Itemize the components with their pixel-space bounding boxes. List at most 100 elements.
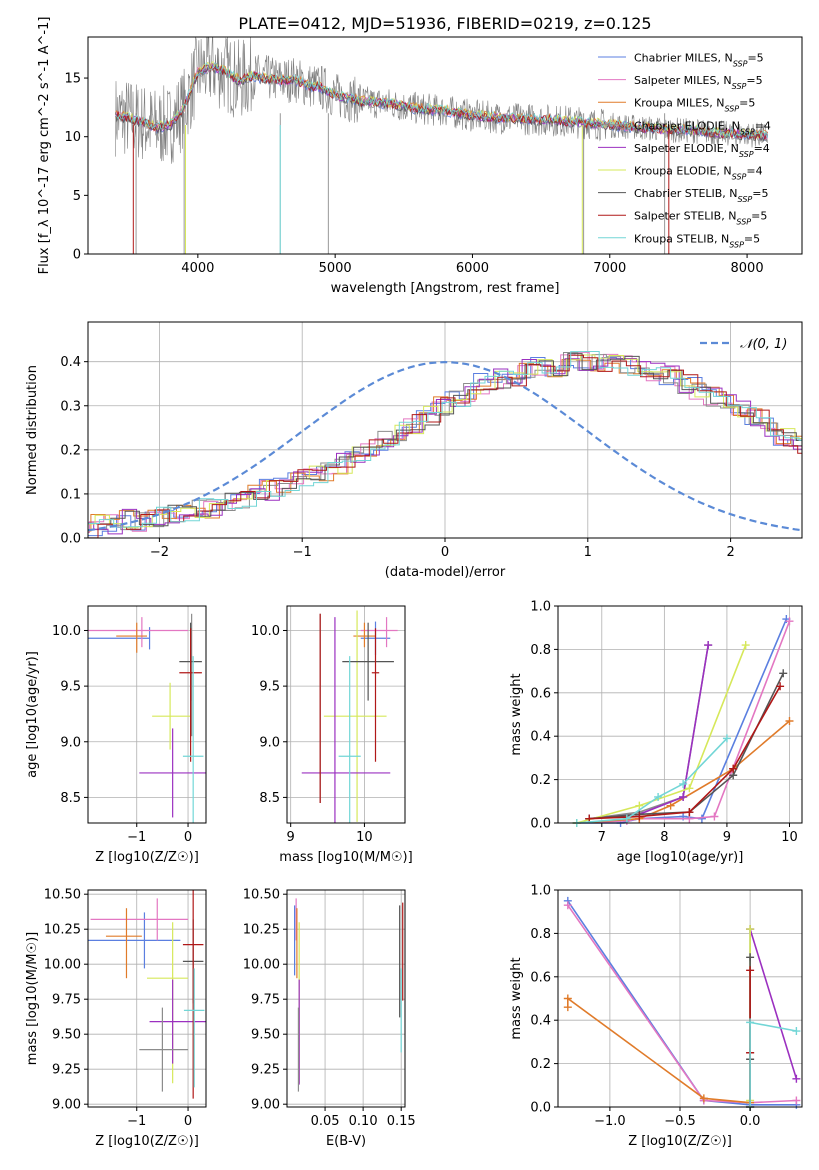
data-point-marker bbox=[792, 1074, 801, 1083]
x-tick-label: 2 bbox=[726, 545, 734, 560]
spectrum-traces bbox=[115, 37, 769, 254]
y-tick-label: 5 bbox=[73, 189, 81, 204]
data-point-marker bbox=[679, 779, 688, 788]
legend-entry-label: Salpeter STELIB, NSSP=5 bbox=[634, 210, 767, 227]
series-line bbox=[749, 928, 798, 1080]
data-point-marker bbox=[746, 1018, 755, 1027]
series-line bbox=[576, 644, 747, 824]
x-tick-label: −1 bbox=[127, 830, 146, 845]
x-tick-label: 7000 bbox=[593, 261, 626, 276]
legend-entry-label: Chabrier MILES, NSSP=5 bbox=[634, 52, 764, 69]
y-tick-label: 0.2 bbox=[530, 773, 551, 788]
data-point-marker bbox=[563, 901, 572, 910]
y-tick-label: 0.0 bbox=[60, 532, 81, 547]
x-axis-label: Z [log10(Z/Z☉)] bbox=[95, 850, 199, 865]
y-tick-label: 9.25 bbox=[251, 1063, 280, 1078]
y-tick-label: 9.0 bbox=[60, 735, 81, 750]
histogram-step-line bbox=[87, 357, 802, 537]
x-axis-label: (data-model)/error bbox=[385, 565, 506, 580]
x-tick-label: 0.15 bbox=[387, 1114, 416, 1129]
data-point-marker bbox=[785, 717, 794, 726]
data-point-marker bbox=[785, 617, 794, 626]
data-point-marker bbox=[666, 801, 675, 810]
x-tick-label: 0 bbox=[184, 1114, 192, 1129]
histogram-step-line bbox=[88, 351, 802, 533]
x-tick-label: 9 bbox=[723, 830, 731, 845]
y-tick-label: 0.3 bbox=[60, 399, 81, 414]
legend-count: =5 bbox=[746, 74, 762, 87]
y-tick-label: 10.0 bbox=[52, 624, 81, 639]
x-axis-label: E(B-V) bbox=[326, 1134, 366, 1149]
x-axis-label: Z [log10(Z/Z☉)] bbox=[628, 1134, 732, 1149]
series-line bbox=[589, 644, 709, 820]
series-line bbox=[567, 900, 797, 1106]
panel-mass_vs_Z: −1 0 9.00 9.25 9.50 9.75 10.00 10.25 10.50 Z [log… bbox=[25, 888, 207, 1149]
y-tick-label: 9.00 bbox=[251, 1098, 280, 1113]
x-tick-label: 0.10 bbox=[349, 1114, 378, 1129]
legend-count: =5 bbox=[747, 52, 763, 65]
data-point-marker bbox=[776, 682, 785, 691]
x-tick-label: 5000 bbox=[319, 261, 352, 276]
y-tick-label: 0.4 bbox=[530, 730, 551, 745]
panel-spectrum: 4000 5000 6000 7000 8000 0 5 10 15 wavelength [An… bbox=[37, 17, 803, 296]
legend-count: =5 bbox=[744, 232, 760, 245]
legend-subscript: SSP bbox=[733, 59, 748, 68]
panel-massweight_vs_Z: −1.0 −0.5 0.0 0.0 0.2 0.4 0.6 0.8 1.0 Z [log10(Z/… bbox=[509, 884, 803, 1149]
histogram-step-line bbox=[88, 352, 802, 531]
histogram-step-line bbox=[88, 353, 802, 527]
axes-frame bbox=[286, 889, 406, 1108]
model-spectrum-line bbox=[115, 64, 768, 140]
x-tick-label: −0.5 bbox=[664, 1114, 696, 1129]
y-axis-label: Flux [f_λ 10^-17 erg cm^-2 s^-1 A^-1] bbox=[37, 17, 52, 275]
y-tick-label: 9.00 bbox=[52, 1098, 81, 1113]
y-tick-label: 8.5 bbox=[60, 791, 81, 806]
x-tick-label: 0.0 bbox=[740, 1114, 761, 1129]
model-spectrum-line bbox=[115, 62, 769, 140]
data-point-marker bbox=[635, 801, 644, 810]
legend-entry-label: Kroupa ELODIE, NSSP=4 bbox=[634, 165, 763, 182]
data-point-marker bbox=[622, 814, 631, 823]
y-tick-label: 9.5 bbox=[259, 680, 280, 695]
axes-frame bbox=[87, 605, 207, 824]
y-tick-label: 0.8 bbox=[530, 927, 551, 942]
x-tick-label: 0.05 bbox=[311, 1114, 340, 1129]
legend-count: =5 bbox=[739, 97, 755, 110]
y-tick-label: 9.25 bbox=[52, 1063, 81, 1078]
panel-mass_vs_ebv: 0.05 0.10 0.15 9.00 9.25 9.50 9.75 10.00 10.25 10… bbox=[243, 888, 416, 1149]
series-line bbox=[749, 1021, 797, 1107]
y-tick-label: 10.25 bbox=[44, 923, 81, 938]
y-tick-label: 0.4 bbox=[60, 355, 81, 370]
legend-subscript: SSP bbox=[738, 195, 753, 204]
y-tick-label: 10.00 bbox=[243, 958, 280, 973]
y-tick-label: 9.75 bbox=[52, 993, 81, 1008]
legend-entry-label: Chabrier STELIB, NSSP=5 bbox=[634, 187, 768, 204]
axes-frame bbox=[286, 605, 406, 824]
legend-entry-label: Salpeter MILES, NSSP=5 bbox=[634, 74, 763, 91]
x-tick-label: 0 bbox=[184, 830, 192, 845]
legend-count: =5 bbox=[752, 187, 768, 200]
data-point-marker bbox=[792, 1027, 801, 1036]
y-axis-label: mass weight bbox=[509, 957, 524, 1039]
y-axis-label: age [log10(age/yr)] bbox=[25, 651, 40, 778]
y-tick-label: 0.0 bbox=[530, 1101, 551, 1116]
data-point-marker bbox=[679, 792, 688, 801]
legend-subscript: SSP bbox=[732, 82, 747, 91]
histogram-step-line bbox=[88, 354, 802, 529]
legend-subscript: SSP bbox=[732, 172, 747, 181]
axes-frame bbox=[557, 605, 803, 824]
data-point-marker bbox=[635, 812, 644, 821]
legend-entry-label: 𝒩(0, 1) bbox=[740, 337, 787, 352]
panel-age_vs_mass: 9 10 8.5 9.0 9.5 10.0 mass [log10(M/M☉)] bbox=[251, 605, 413, 865]
legend-entry-label: Kroupa MILES, NSSP=5 bbox=[634, 97, 755, 114]
y-tick-label: 0 bbox=[73, 248, 81, 263]
axes-frame bbox=[87, 889, 207, 1108]
legend-entry-label: Chabrier ELODIE, NSSP=4 bbox=[634, 119, 771, 136]
y-tick-label: 0.4 bbox=[530, 1014, 551, 1029]
observed-spectrum-line bbox=[115, 37, 768, 164]
data-point-marker bbox=[741, 641, 750, 650]
x-tick-label: 8 bbox=[660, 830, 668, 845]
x-axis-label: age [log10(age/yr)] bbox=[617, 850, 744, 865]
y-tick-label: 9.5 bbox=[60, 680, 81, 695]
y-tick-label: 10.00 bbox=[44, 958, 81, 973]
x-tick-label: −1 bbox=[293, 545, 312, 560]
